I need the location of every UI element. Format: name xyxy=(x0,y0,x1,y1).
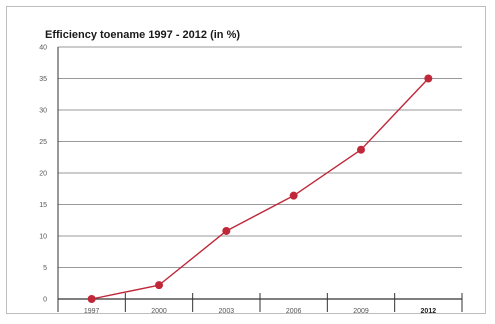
chart-frame xyxy=(6,6,486,314)
data-point-2009 xyxy=(357,145,365,154)
data-point-2006 xyxy=(289,191,298,200)
series-markers xyxy=(87,74,433,303)
y-tick-label-15: 15 xyxy=(39,202,47,209)
data-point-1997 xyxy=(87,295,96,303)
y-tick-label-25: 25 xyxy=(39,139,47,146)
series-line xyxy=(91,78,429,300)
y-tick-label-0: 0 xyxy=(43,297,47,304)
x-tick-label-2009: 2009 xyxy=(353,308,369,315)
grid-lines xyxy=(58,46,462,268)
x-tick-label-2003: 2003 xyxy=(219,308,235,315)
y-tick-label-40: 40 xyxy=(39,45,47,52)
chart-title: Efficiency toename 1997 - 2012 (in %) xyxy=(45,29,240,41)
data-point-2003 xyxy=(222,226,231,235)
x-tick-label-2006: 2006 xyxy=(286,308,302,315)
y-tick-label-20: 20 xyxy=(39,171,47,178)
x-axis: 1997 2000 2003 2006 2009 2012 xyxy=(57,47,463,315)
y-tick-label-10: 10 xyxy=(39,234,47,241)
y-tick-label-35: 35 xyxy=(39,76,47,83)
data-point-2000 xyxy=(155,281,163,290)
x-tick-label-1997: 1997 xyxy=(84,308,100,315)
series-line-0 xyxy=(91,78,429,300)
y-tick-label-30: 30 xyxy=(39,108,47,115)
data-point-2012 xyxy=(424,74,433,83)
y-tick-label-5: 5 xyxy=(43,265,47,272)
y-axis-ticks: 0 5 10 15 20 25 30 35 40 xyxy=(39,45,47,304)
x-tick-label-2012: 2012 xyxy=(421,308,437,315)
x-tick-label-2000: 2000 xyxy=(151,308,167,315)
